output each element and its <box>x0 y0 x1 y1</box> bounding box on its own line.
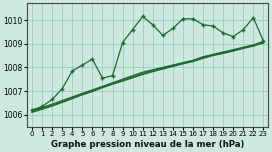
X-axis label: Graphe pression niveau de la mer (hPa): Graphe pression niveau de la mer (hPa) <box>51 140 245 149</box>
